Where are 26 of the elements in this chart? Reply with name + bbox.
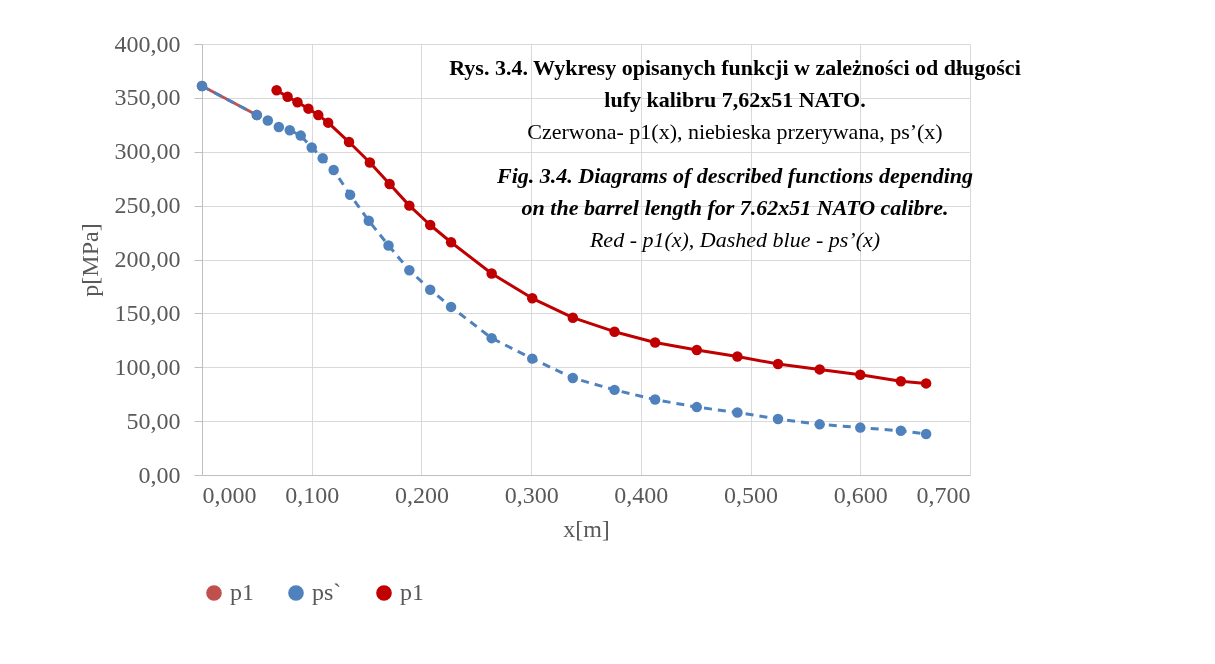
y-tick-label: 400,00 (114, 30, 181, 57)
y-tick-label: 0,00 (138, 461, 181, 488)
x-tick-label: 0,700 (916, 481, 971, 508)
x-tick-label: 0,500 (724, 481, 779, 508)
annotation: Fig. 3.4. Diagrams of described functions depending on the barrel length for 7.62x51 NATO calibre. (495, 163, 974, 220)
x-axis-title: x[m] (563, 515, 610, 542)
x-tick-label: 0,000 (202, 481, 257, 508)
text: Czerwona- p1(x), niebieska przerywana, ps’(x) (527, 119, 943, 144)
legend-label: p1 (230, 579, 254, 605)
x-tick-label: 0,200 (394, 481, 449, 508)
y-tick-label: 150,00 (114, 299, 181, 326)
legend-label: ps` (312, 579, 342, 605)
y-tick-label: 100,00 (114, 353, 181, 380)
y-tick-label: 300,00 (114, 138, 181, 165)
y-tick-label: 50,00 (126, 407, 181, 434)
x-tick-label: 0,600 (833, 481, 888, 508)
legend-label: p1 (400, 579, 424, 605)
annotation: Red - p1(x), Dashed blue - ps’(x) (588, 227, 881, 252)
x-tick-label: 0,400 (614, 481, 669, 508)
y-tick-label: 350,00 (114, 84, 181, 111)
y-tick-label: 250,00 (114, 192, 181, 219)
x-tick-label: 0,100 (285, 481, 340, 508)
y-axis-title: p[MPa] (76, 223, 103, 297)
x-tick-label: 0,300 (504, 481, 559, 508)
y-tick-label: 200,00 (114, 246, 181, 272)
text: Rys. 3.4. Wykresy opisanych funkcji w zależności od długości lufy kalibru 7,62x51 NATO. (449, 55, 1021, 112)
